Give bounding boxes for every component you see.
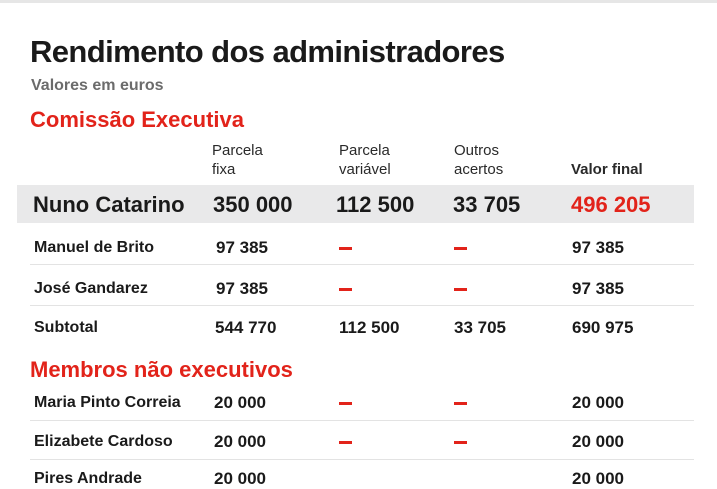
empty-value-dash [454,288,467,291]
table-cell-fixed: 20 000 [214,432,266,452]
column-header-other: Outros acertos [454,141,503,179]
table-cell-variable: 112 500 [336,192,414,218]
column-header-final: Valor final [571,160,643,179]
empty-value-dash [339,247,352,250]
table-cell-fixed: 97 385 [216,279,268,299]
table-cell-final: 97 385 [572,238,624,258]
column-header-other-line1: Outros [454,141,503,160]
table-cell-fixed: 20 000 [214,469,266,489]
row-divider [30,420,694,421]
column-header-variable-line1: Parcela [339,141,391,160]
table-cell-fixed: 97 385 [216,238,268,258]
table-row-name: Manuel de Brito [34,239,154,257]
empty-value-dash [454,247,467,250]
table-row-name: Nuno Catarino [33,192,185,218]
table-cell-final: 20 000 [572,432,624,452]
empty-value-dash [339,288,352,291]
column-header-fixed: Parcela fixa [212,141,263,179]
column-header-variable: Parcela variável [339,141,391,179]
empty-value-dash [454,441,467,444]
table-row-name-subtotal: Subtotal [34,319,98,337]
table-cell-final: 97 385 [572,279,624,299]
table-row-name: Pires Andrade [34,470,142,488]
table-row-name: Maria Pinto Correia [34,394,181,412]
empty-value-dash [454,402,467,405]
table-cell-fixed: 20 000 [214,393,266,413]
top-border [0,0,717,3]
section-title-non-executive: Membros não executivos [30,357,293,383]
table-cell-variable: 112 500 [339,318,400,338]
table-cell-final: 20 000 [572,469,624,489]
page-subtitle: Valores em euros [31,77,164,95]
column-header-other-line2: acertos [454,160,503,179]
table-cell-other: 33 705 [453,192,520,218]
empty-value-dash [339,441,352,444]
table-cell-final: 496 205 [571,192,651,218]
row-divider [30,459,694,460]
row-divider [30,264,694,265]
column-header-fixed-line1: Parcela [212,141,263,160]
table-cell-other: 33 705 [454,318,506,338]
section-title-executive: Comissão Executiva [30,107,244,133]
table-cell-final: 20 000 [572,393,624,413]
table-cell-fixed: 350 000 [213,192,293,218]
table-cell-final: 690 975 [572,318,633,338]
page-title: Rendimento dos administradores [30,34,505,70]
column-header-fixed-line2: fixa [212,160,263,179]
table-row-name: José Gandarez [34,280,148,298]
table-cell-fixed: 544 770 [215,318,276,338]
row-divider [30,305,694,306]
empty-value-dash [339,402,352,405]
column-header-variable-line2: variável [339,160,391,179]
table-row-name: Elizabete Cardoso [34,433,173,451]
